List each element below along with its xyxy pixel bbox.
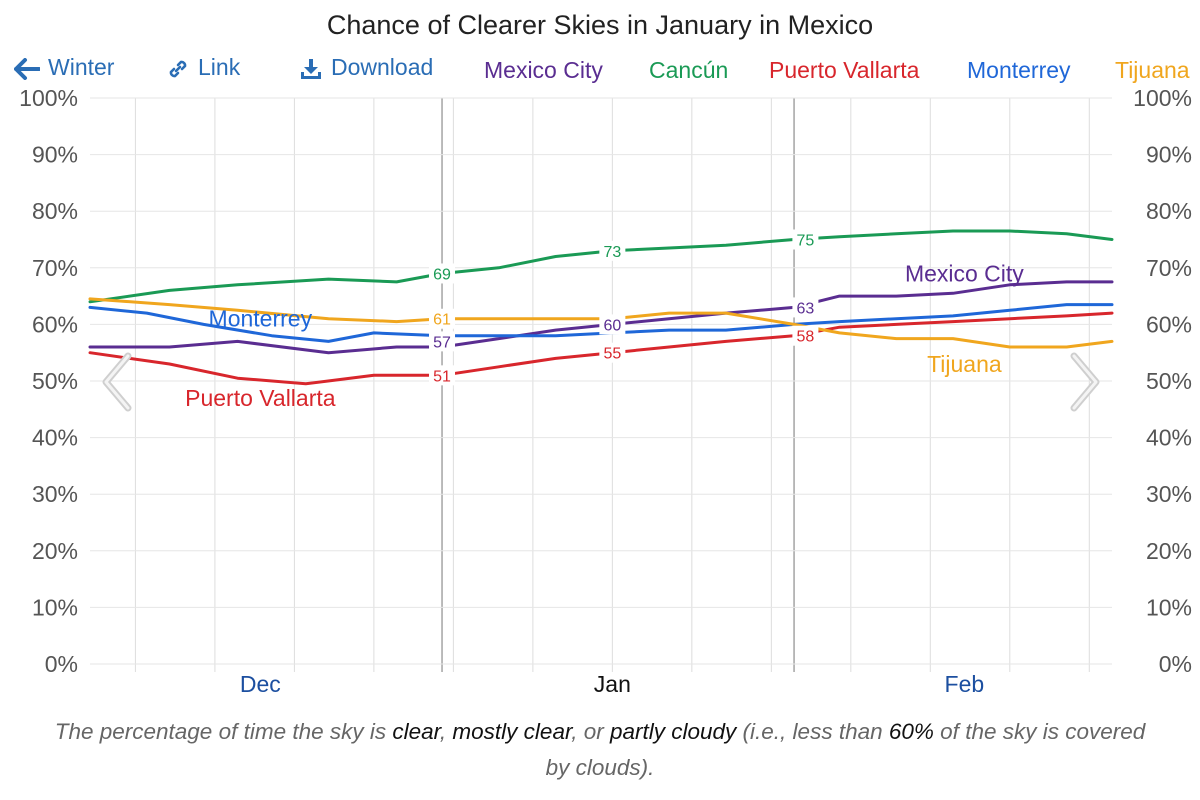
- link-label: Link: [198, 54, 241, 80]
- y-tick-label-right: 100%: [1133, 85, 1192, 111]
- chevron-right-icon: [1070, 352, 1100, 412]
- y-tick-label-left: 90%: [32, 142, 78, 168]
- caption-mostly-clear: mostly clear: [452, 719, 572, 744]
- series-label: Tijuana: [927, 351, 1002, 377]
- caption-clear: clear: [392, 719, 440, 744]
- y-tick-label-right: 90%: [1146, 142, 1192, 168]
- data-label: 61: [433, 312, 451, 329]
- y-tick-label-left: 60%: [32, 311, 78, 337]
- download-label: Download: [331, 54, 434, 80]
- data-label: 75: [797, 233, 815, 250]
- y-tick-label-left: 30%: [32, 481, 78, 507]
- y-tick-label-left: 10%: [32, 594, 78, 620]
- caption-sep: ,: [439, 719, 453, 744]
- x-month-label: Dec: [240, 671, 281, 697]
- caption-partly-cloudy: partly cloudy: [609, 719, 737, 744]
- chart-title: Chance of Clearer Skies in January in Me…: [326, 10, 874, 40]
- arrow-left-icon: [14, 57, 40, 80]
- y-tick-label-left: 100%: [19, 85, 78, 111]
- legend-entry: Monterrey: [967, 57, 1071, 83]
- chart-caption: The percentage of time the sky is clear,…: [40, 714, 1160, 786]
- caption-sep: , or: [571, 719, 610, 744]
- data-label: 69: [433, 266, 451, 283]
- data-label-background: [792, 229, 819, 250]
- data-label: 63: [797, 300, 815, 317]
- data-label-background: [599, 342, 626, 363]
- series-label: Puerto Vallarta: [185, 385, 336, 411]
- caption-text: The percentage of time the sky is: [54, 719, 393, 744]
- y-tick-label-right: 20%: [1146, 538, 1192, 564]
- y-tick-label-left: 80%: [32, 198, 78, 224]
- data-label-background: [429, 365, 456, 386]
- y-tick-label-left: 20%: [32, 538, 78, 564]
- download-icon: [299, 57, 323, 81]
- legend-entry: Puerto Vallarta: [769, 57, 920, 83]
- caption-text: (i.e., less than: [736, 719, 889, 744]
- series-line: [88, 229, 1114, 304]
- data-label-background: [599, 314, 626, 335]
- y-tick-label-right: 30%: [1146, 481, 1192, 507]
- data-label: 55: [603, 346, 621, 363]
- download-button[interactable]: Download: [299, 54, 433, 81]
- data-label-background: [429, 331, 456, 352]
- link-icon: [166, 57, 190, 81]
- back-winter-label: Winter: [48, 54, 115, 80]
- previous-month-button[interactable]: [100, 352, 134, 412]
- x-month-label: Jan: [594, 671, 631, 697]
- data-label-background: [429, 263, 456, 284]
- back-winter-link[interactable]: Winter: [14, 54, 114, 81]
- clearer-skies-chart: 0% 0% 10% 10% 20% 20% 30% 30% 40% 40% 50% 50% 60% 60%…: [19, 57, 1192, 697]
- data-label-background: [792, 325, 819, 346]
- caption-threshold: 60%: [888, 719, 934, 744]
- data-label-background: [599, 240, 626, 261]
- series-label: Monterrey: [209, 306, 313, 332]
- y-tick-label-left: 0%: [45, 651, 78, 677]
- link-button[interactable]: Link: [166, 54, 240, 81]
- legend-entry: Cancún: [649, 57, 728, 83]
- series-line: [88, 280, 1114, 355]
- x-month-label: Feb: [945, 671, 985, 697]
- data-label: 51: [433, 368, 451, 385]
- legend-entry: Tijuana: [1115, 57, 1190, 83]
- data-label: 60: [603, 317, 621, 334]
- y-tick-label-right: 60%: [1146, 311, 1192, 337]
- y-tick-label-left: 50%: [32, 368, 78, 394]
- data-label: 73: [603, 244, 621, 261]
- toolbar: Winter Link Download: [0, 54, 1200, 88]
- caption-text: of the sky is covered by clouds).: [545, 719, 1146, 780]
- legend-entry: Mexico City: [484, 57, 603, 83]
- y-tick-label-left: 40%: [32, 425, 78, 451]
- y-tick-label-left: 70%: [32, 255, 78, 281]
- y-tick-label-right: 50%: [1146, 368, 1192, 394]
- data-label: 58: [797, 329, 815, 346]
- data-label: 57: [433, 334, 451, 351]
- series-line: [88, 297, 1114, 349]
- y-tick-label-right: 0%: [1159, 651, 1192, 677]
- data-label-background: [429, 308, 456, 329]
- series-line: [88, 311, 1114, 386]
- chevron-left-icon: [102, 352, 132, 412]
- y-tick-label-right: 10%: [1146, 594, 1192, 620]
- y-tick-label-right: 80%: [1146, 198, 1192, 224]
- next-month-button[interactable]: [1068, 352, 1102, 412]
- series-label: Mexico City: [905, 260, 1024, 286]
- data-label-background: [792, 297, 819, 318]
- y-tick-label-right: 40%: [1146, 425, 1192, 451]
- y-tick-label-right: 70%: [1146, 255, 1192, 281]
